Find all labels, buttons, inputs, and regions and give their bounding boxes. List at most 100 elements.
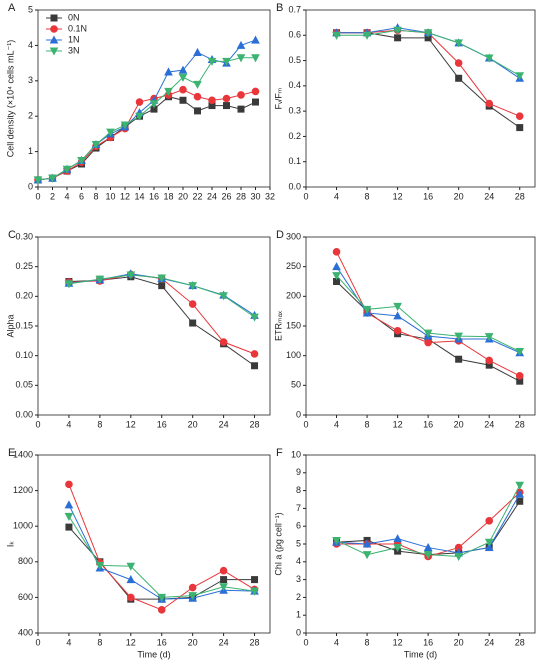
marker <box>188 583 197 592</box>
marker <box>157 274 167 283</box>
y-tick-label: 3 <box>28 75 33 85</box>
plot-frame <box>37 454 271 634</box>
marker <box>219 338 228 346</box>
marker <box>455 355 463 363</box>
marker <box>251 576 259 584</box>
marker <box>484 538 494 547</box>
marker <box>64 280 74 289</box>
x-tick-label: 4 <box>334 191 339 201</box>
marker <box>237 91 245 99</box>
marker <box>515 372 524 380</box>
y-tick-label: 200 <box>286 291 301 301</box>
x-tick-label: 24 <box>219 419 229 429</box>
x-tick-label: 0 <box>303 637 308 647</box>
x-tick-label: 22 <box>192 191 202 201</box>
x-tick-label: 12 <box>120 191 130 201</box>
y-axis-label: Fᵥ/Fₘ <box>273 87 283 109</box>
x-tick-label: 0 <box>35 419 40 429</box>
x-tick-label: 16 <box>423 637 433 647</box>
series-line <box>37 89 256 181</box>
legend-label: 0.1N <box>68 23 87 33</box>
marker <box>424 338 432 347</box>
y-tick-label: 0.2 <box>288 131 301 141</box>
legend-label: 1N <box>68 34 80 44</box>
x-tick-label: 20 <box>454 419 464 429</box>
y-tick-label: 8 <box>296 485 301 495</box>
marker <box>62 165 72 174</box>
x-tick-label: 16 <box>423 191 433 201</box>
marker <box>252 98 259 106</box>
y-tick-label: 6 <box>296 521 301 531</box>
x-tick-label: 28 <box>250 637 260 647</box>
marker <box>423 543 433 552</box>
marker <box>193 47 202 56</box>
series-line <box>37 57 256 181</box>
x-tick-label: 20 <box>188 637 198 647</box>
x-tick-label: 12 <box>126 637 136 647</box>
marker <box>515 112 524 120</box>
legend-label: 0N <box>68 12 80 22</box>
y-tick-label: 2 <box>296 592 301 602</box>
marker <box>423 29 433 38</box>
marker <box>64 512 74 521</box>
plot-frame <box>305 9 536 188</box>
x-tick-label: 4 <box>64 191 69 201</box>
marker <box>454 332 464 341</box>
x-tick-label: 14 <box>134 191 144 201</box>
panel-label: B <box>276 2 283 14</box>
marker <box>454 39 464 48</box>
y-tick-label: 0.25 <box>15 261 33 271</box>
marker <box>515 489 525 498</box>
y-tick-label: 150 <box>286 320 301 330</box>
plot-frame <box>37 236 271 416</box>
y-tick-label: 100 <box>286 350 301 360</box>
marker <box>188 592 198 601</box>
y-tick-label: 0.4 <box>288 80 301 90</box>
x-tick-label: 8 <box>365 637 370 647</box>
x-tick-label: 4 <box>334 419 339 429</box>
y-tick-label: 0.00 <box>15 409 33 419</box>
marker <box>222 94 231 103</box>
x-tick-label: 28 <box>250 419 260 429</box>
marker <box>236 54 246 63</box>
x-tick-label: 28 <box>515 191 525 201</box>
x-tick-label: 6 <box>79 191 84 201</box>
y-tick-label: 5 <box>296 538 301 548</box>
panel-label: E <box>8 447 15 459</box>
marker <box>208 96 216 105</box>
x-tick-label: 12 <box>393 419 403 429</box>
marker <box>127 593 135 602</box>
marker <box>135 112 144 121</box>
x-tick-label: 18 <box>163 191 173 201</box>
y-tick-label: 0 <box>296 627 301 637</box>
marker <box>251 362 259 370</box>
marker <box>193 92 202 101</box>
x-tick-label: 8 <box>97 637 102 647</box>
marker <box>251 54 260 63</box>
x-tick-label: 12 <box>393 191 403 201</box>
x-tick-label: 2 <box>50 191 55 201</box>
marker <box>423 329 433 338</box>
marker <box>484 54 494 63</box>
marker <box>236 40 246 49</box>
y-axis-label: ETRₘₐₓ <box>273 311 283 341</box>
marker <box>393 311 402 320</box>
y-tick-label: 9 <box>296 467 301 477</box>
marker <box>250 350 259 358</box>
x-tick-label: 20 <box>454 191 464 201</box>
marker <box>393 544 402 553</box>
y-tick-label: 1400 <box>13 449 33 459</box>
y-tick-label: 600 <box>18 592 33 602</box>
y-tick-label: 0.30 <box>15 231 33 241</box>
marker <box>455 74 463 82</box>
marker <box>106 128 115 137</box>
marker <box>33 176 43 185</box>
x-tick-label: 20 <box>178 191 188 201</box>
y-axis-label: Cell density (×10⁴ cells mL⁻¹) <box>5 40 15 157</box>
y-tick-label: 1000 <box>13 521 33 531</box>
y-tick-label: 0.1 <box>288 156 301 166</box>
y-tick-label: 0.3 <box>288 106 301 116</box>
x-tick-label: 28 <box>515 419 525 429</box>
y-axis-label: Iₖ <box>5 541 15 548</box>
marker <box>393 26 402 35</box>
